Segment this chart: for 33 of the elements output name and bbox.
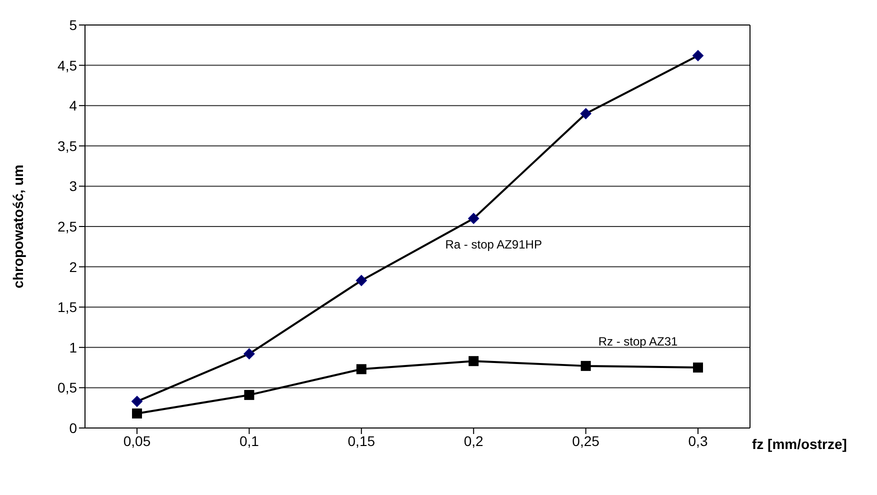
y-axis-title: chropowatość, um xyxy=(10,164,26,288)
y-tick-label: 2,5 xyxy=(58,218,78,234)
y-tick-label: 3 xyxy=(69,178,78,194)
point xyxy=(468,212,480,224)
series-label: Rz - stop AZ31 xyxy=(598,334,678,349)
y-tick-label: 1 xyxy=(69,339,78,356)
y-tick-label: 5 xyxy=(69,16,78,33)
y-tick-label: 4 xyxy=(69,98,78,114)
point xyxy=(693,362,703,373)
x-tick-label: 0,05 xyxy=(123,432,151,449)
y-tick-label: 0 xyxy=(69,420,78,436)
y-tick-label: 1,5 xyxy=(58,299,78,316)
x-tick-label: 0,1 xyxy=(239,432,260,449)
x-tick-label: 0,15 xyxy=(348,432,376,449)
point xyxy=(580,360,591,371)
y-tick-label: 3,5 xyxy=(58,138,78,154)
point xyxy=(356,364,366,374)
y-tick-label: 0,5 xyxy=(58,380,78,396)
point xyxy=(356,275,367,286)
x-tick-label: 0,3 xyxy=(688,432,708,449)
point xyxy=(244,390,254,400)
point xyxy=(132,408,142,418)
point xyxy=(692,50,704,62)
y-tick-label: 4,5 xyxy=(58,57,78,74)
point xyxy=(244,348,255,360)
y-tick-label: 2 xyxy=(69,258,78,275)
series-label: Ra - stop AZ91HP xyxy=(445,237,542,252)
x-tick-label: 0,25 xyxy=(572,432,600,449)
x-tick-label: 0,2 xyxy=(464,432,484,449)
point xyxy=(580,108,592,120)
x-axis-title: fz [mm/ostrze] xyxy=(752,436,847,452)
point xyxy=(132,396,142,407)
point xyxy=(468,356,479,366)
